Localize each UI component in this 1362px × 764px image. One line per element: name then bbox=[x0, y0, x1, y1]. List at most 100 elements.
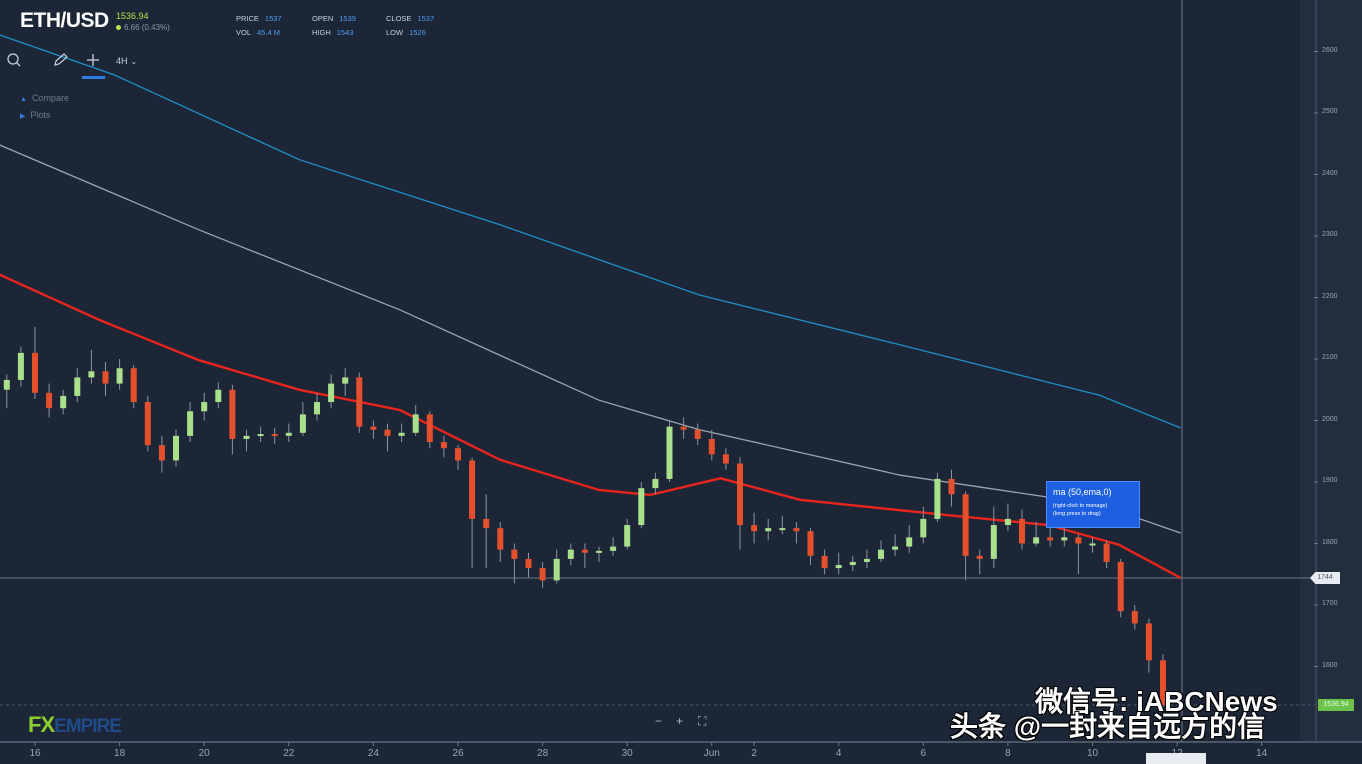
candle bbox=[892, 534, 899, 556]
zoom-out-button[interactable]: − bbox=[655, 714, 663, 728]
candle-body bbox=[243, 435, 250, 439]
search-icon[interactable] bbox=[6, 52, 22, 72]
candle bbox=[680, 417, 687, 439]
candle-body bbox=[497, 528, 504, 550]
candle-body bbox=[144, 402, 151, 446]
candle-body bbox=[680, 426, 687, 430]
candle-body bbox=[779, 528, 786, 531]
candle bbox=[426, 411, 433, 449]
candle-body bbox=[299, 414, 306, 433]
candle bbox=[849, 555, 856, 572]
active-tool-indicator bbox=[82, 76, 105, 79]
fxempire-logo: FXEMPIRE bbox=[28, 712, 122, 737]
candle bbox=[835, 552, 842, 575]
candle-body bbox=[1033, 537, 1040, 544]
candle-body bbox=[892, 546, 899, 550]
candle bbox=[1145, 618, 1152, 673]
panel-plots[interactable]: ▶ Plots bbox=[20, 110, 51, 120]
candle-body bbox=[1160, 660, 1166, 706]
candle bbox=[708, 429, 715, 461]
candle-body bbox=[3, 379, 10, 390]
timeframe-select[interactable]: 4H ⌄ bbox=[116, 56, 137, 66]
candle-body bbox=[483, 518, 490, 529]
candle-body bbox=[835, 565, 842, 569]
crosshair-price-tag: 1744 bbox=[1310, 572, 1340, 584]
candle-body bbox=[1145, 623, 1152, 661]
candle-body bbox=[1075, 537, 1082, 544]
candle-body bbox=[821, 555, 828, 569]
candle bbox=[920, 506, 927, 544]
candle-body bbox=[990, 525, 997, 559]
candle bbox=[384, 423, 391, 452]
candle bbox=[1004, 503, 1011, 532]
x-tick-label: 28 bbox=[537, 748, 549, 759]
candle-body bbox=[426, 414, 433, 443]
candle-body bbox=[74, 377, 81, 396]
pencil-icon[interactable] bbox=[52, 52, 70, 72]
y-tick-label: 2400 bbox=[1322, 169, 1338, 177]
stat-price: PRICE 1537 bbox=[236, 14, 282, 23]
candle bbox=[694, 423, 701, 446]
x-tick-label: 10 bbox=[1086, 748, 1099, 759]
candle bbox=[821, 549, 828, 575]
candle-body bbox=[1004, 518, 1011, 526]
candle bbox=[722, 448, 729, 470]
candle bbox=[60, 389, 67, 415]
ma-tooltip[interactable]: ma (50,ema,0) (right-click to manage) (lo… bbox=[1046, 481, 1140, 528]
candle bbox=[934, 472, 941, 522]
fit-screen-button[interactable]: ⛶ bbox=[698, 714, 707, 728]
candle bbox=[497, 521, 504, 562]
candle bbox=[1117, 558, 1124, 618]
candle-body bbox=[666, 426, 673, 479]
panel-compare[interactable]: ▲ Compare bbox=[20, 93, 69, 103]
y-tick-label: 2600 bbox=[1322, 46, 1338, 54]
candle bbox=[370, 420, 377, 439]
y-tick-label: 1900 bbox=[1322, 477, 1338, 484]
stat-low: LOW 1526 bbox=[386, 28, 426, 37]
zoom-in-button[interactable]: + bbox=[676, 714, 684, 728]
ma-line-blue[interactable] bbox=[0, 34, 1181, 429]
candle-body bbox=[878, 549, 884, 559]
y-tick-label: 1600 bbox=[1322, 661, 1338, 669]
ma-line-grey[interactable] bbox=[0, 144, 1181, 534]
last-price: 1536.94 bbox=[116, 11, 149, 21]
candle bbox=[299, 402, 306, 436]
candle-body bbox=[398, 432, 405, 436]
candle bbox=[74, 368, 81, 403]
candle-body bbox=[525, 558, 532, 569]
candle bbox=[46, 383, 53, 418]
candle bbox=[666, 420, 673, 482]
price-change: 6.66 (0.43%) bbox=[116, 23, 170, 32]
x-tick-label: 20 bbox=[198, 748, 210, 759]
tooltip-title: ma (50,ema,0) bbox=[1053, 487, 1112, 497]
candle-body bbox=[511, 549, 518, 559]
watermark-wechat: 微信号: iABCNews bbox=[1035, 686, 1278, 717]
candle bbox=[130, 365, 137, 409]
ma-line-red-50ema[interactable] bbox=[0, 273, 1182, 579]
candle bbox=[807, 528, 814, 566]
candle bbox=[793, 521, 800, 544]
symbol-title: ETH/USD bbox=[20, 9, 109, 32]
candle-body bbox=[624, 525, 631, 547]
candle bbox=[1019, 509, 1025, 550]
x-tick-label: 22 bbox=[283, 748, 295, 759]
candle-body bbox=[934, 478, 941, 519]
y-tick-label: 2100 bbox=[1322, 354, 1338, 361]
candle bbox=[32, 327, 38, 399]
candle-body bbox=[567, 549, 574, 559]
expand-arrow-icon: ▶ bbox=[20, 113, 26, 120]
candle-body bbox=[455, 448, 461, 461]
candle-body bbox=[722, 454, 729, 464]
candle-body bbox=[849, 561, 856, 566]
candle bbox=[906, 525, 913, 553]
candle-body bbox=[158, 445, 165, 461]
candle-body bbox=[976, 555, 983, 559]
candle-body bbox=[257, 434, 264, 437]
candle-body bbox=[271, 434, 278, 437]
price-change-value: 6.66 (0.43%) bbox=[124, 23, 170, 32]
candle-body bbox=[384, 429, 391, 436]
candle bbox=[201, 392, 208, 421]
crosshair-plus-icon[interactable] bbox=[85, 52, 101, 72]
candle bbox=[1160, 654, 1166, 713]
